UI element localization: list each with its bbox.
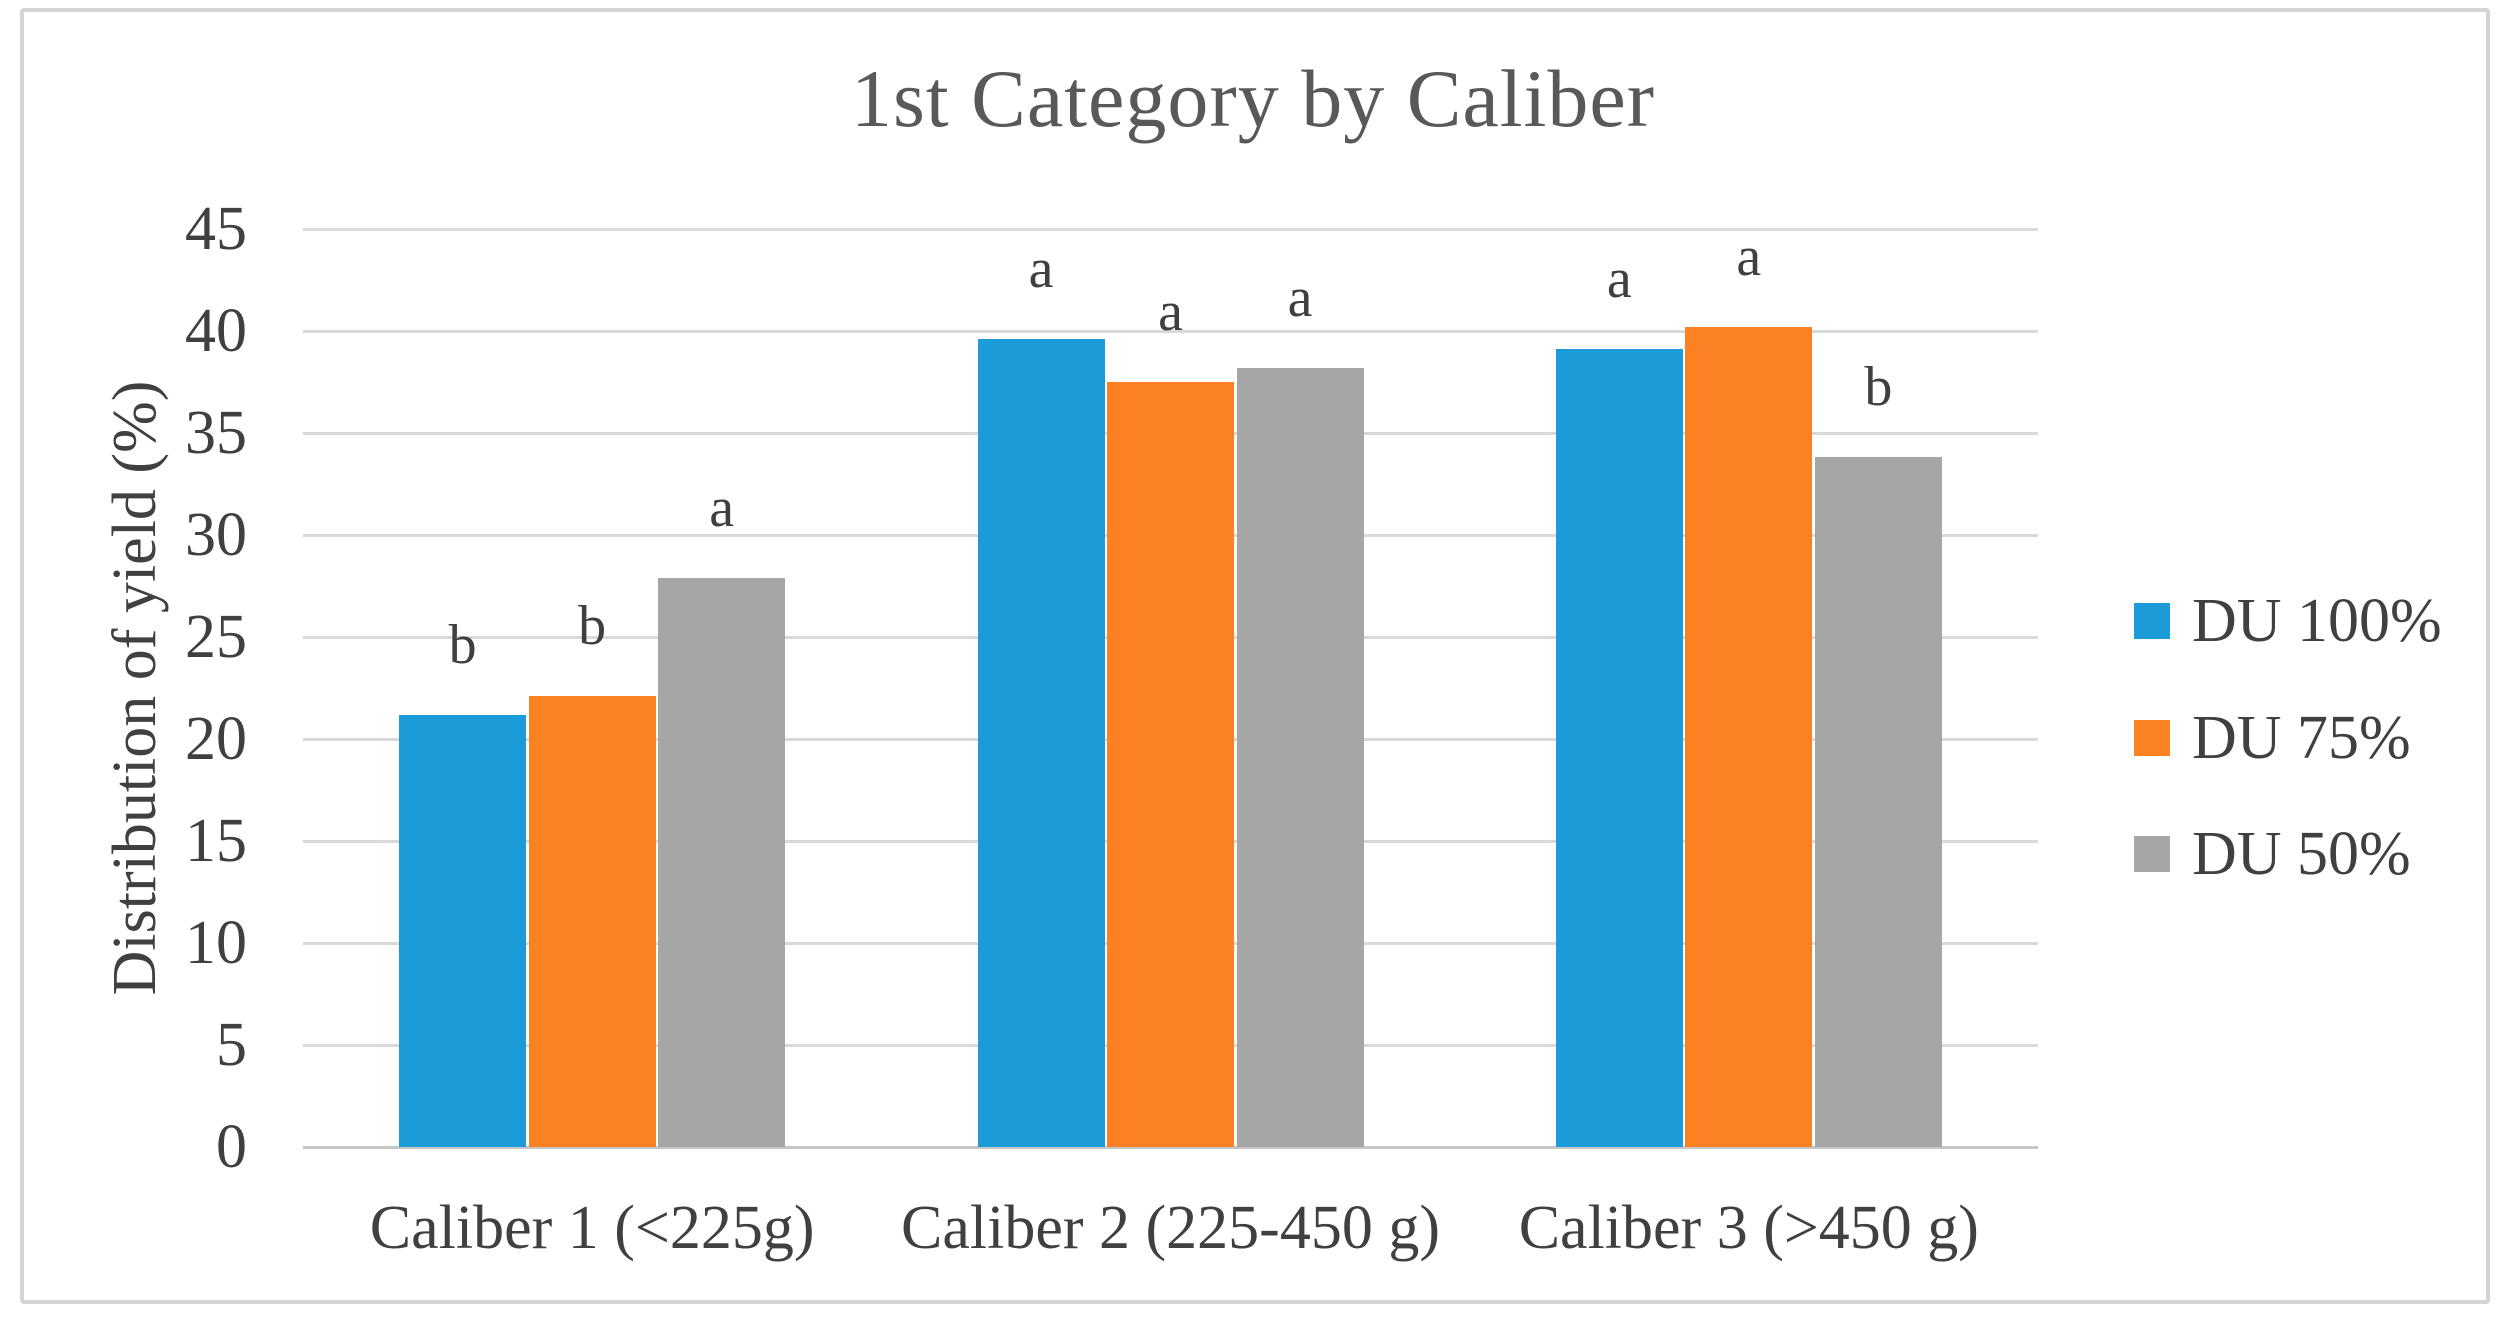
y-tick-label: 0: [216, 1112, 247, 1181]
significance-letter: a: [1606, 248, 1632, 311]
x-axis-line: [303, 1145, 2038, 1149]
significance-letter: b: [448, 613, 477, 676]
significance-letter: a: [1028, 238, 1054, 301]
y-tick-label: 15: [185, 806, 247, 875]
y-tick-label: 5: [216, 1010, 247, 1079]
legend-entry: DU 75%: [2134, 702, 2411, 774]
significance-letter: a: [1158, 281, 1183, 343]
significance-letter: a: [1287, 266, 1313, 329]
legend-swatch-icon: [2134, 603, 2170, 639]
bar-du-100--cat1: [399, 714, 527, 1147]
y-tick-label: 40: [185, 296, 247, 365]
significance-letter: a: [1736, 225, 1762, 288]
y-tick-label: 35: [185, 398, 247, 467]
legend-entry: DU 100%: [2134, 585, 2442, 657]
legend-swatch-icon: [2134, 836, 2170, 872]
chart-title: 1st Category by Caliber: [850, 53, 1656, 144]
significance-letter: b: [1864, 356, 1893, 419]
bar-du-75--cat3: [1685, 326, 1813, 1147]
plot-area: b b a a a a a a b: [303, 225, 2038, 1149]
x-category-label: Caliber 3 (>450 g): [1518, 1193, 1979, 1262]
y-tick-label: 25: [185, 602, 247, 671]
legend-swatch-icon: [2134, 720, 2170, 756]
x-category-label: Caliber 1 (<225g): [369, 1193, 815, 1262]
legend-label: DU 100%: [2192, 586, 2442, 655]
gridline: [303, 227, 2038, 231]
y-tick-label: 10: [185, 908, 247, 977]
significance-letter: a: [709, 476, 735, 539]
significance-letter: b: [578, 595, 607, 658]
y-tick-label: 20: [185, 704, 247, 773]
bar-du-100--cat2: [977, 339, 1105, 1147]
bar-du-50--cat1: [658, 577, 786, 1147]
legend-label: DU 50%: [2192, 819, 2411, 888]
bar-du-75--cat1: [528, 696, 656, 1147]
x-category-label: Caliber 2 (225-450 g): [901, 1193, 1440, 1262]
bar-du-100--cat3: [1555, 349, 1683, 1147]
bar-du-50--cat2: [1236, 367, 1364, 1147]
y-tick-label: 45: [185, 194, 247, 263]
bar-du-50--cat3: [1814, 457, 1942, 1147]
y-tick-label: 30: [185, 500, 247, 569]
legend-label: DU 75%: [2192, 703, 2411, 772]
legend-entry: DU 50%: [2134, 818, 2411, 890]
bar-du-75--cat2: [1107, 382, 1234, 1147]
gridline: [303, 329, 2038, 333]
